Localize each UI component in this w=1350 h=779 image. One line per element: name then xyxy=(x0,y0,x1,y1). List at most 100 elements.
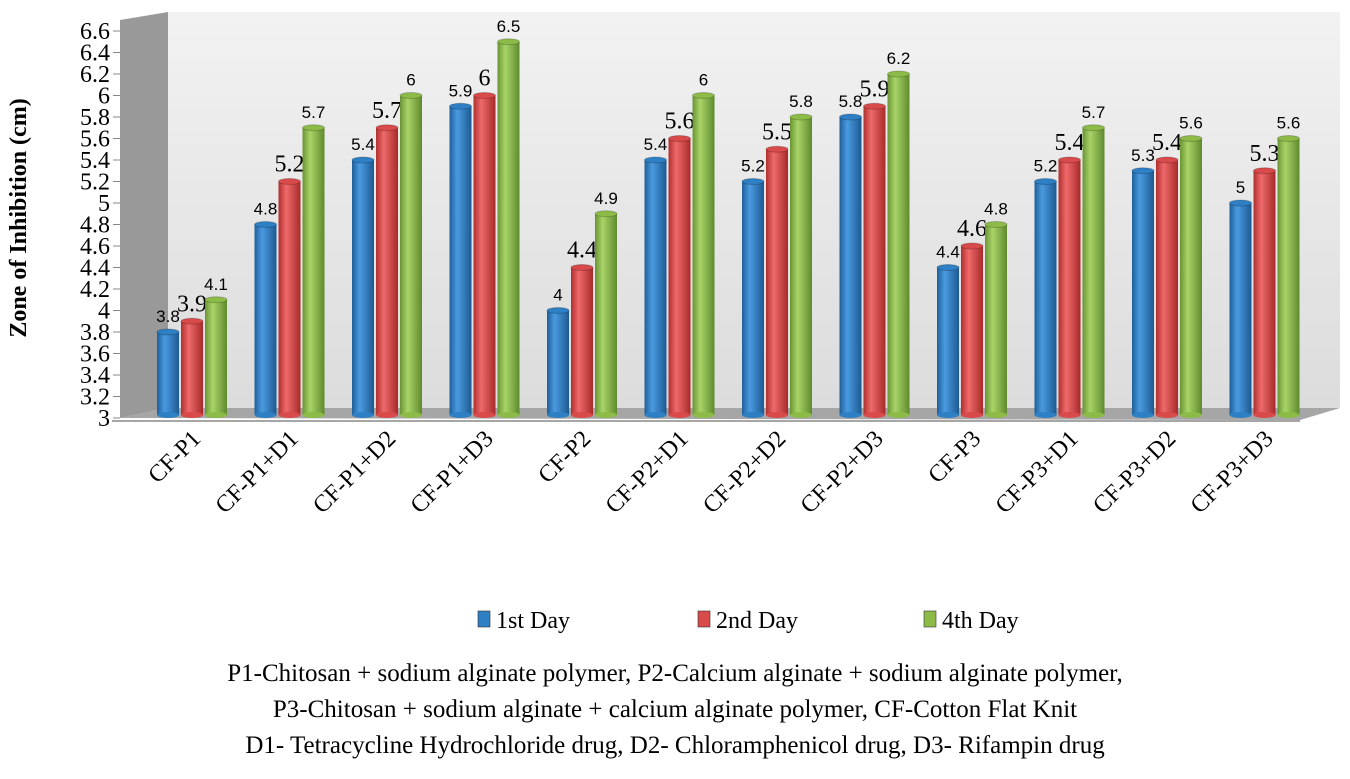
x-tick-label: CF-P1 xyxy=(144,426,207,489)
y-tick-label: 5.4 xyxy=(80,148,110,174)
y-tick-label: 4.4 xyxy=(80,256,110,282)
data-label: 5.6 xyxy=(665,109,695,135)
legend-item: 1st Day xyxy=(477,608,570,634)
data-label: 4.1 xyxy=(204,275,228,294)
legend-swatch xyxy=(697,610,711,628)
x-tick-label: CF-P3+D2 xyxy=(1088,426,1181,519)
data-label: 5.2 xyxy=(275,152,305,178)
bar-CF-P2+D2-4th Day xyxy=(789,113,813,418)
legend-label: 2nd Day xyxy=(716,608,798,634)
data-label: 5.4 xyxy=(1055,130,1085,156)
bar-CF-P1+D2-2nd Day xyxy=(375,124,399,418)
bar-CF-P3-1st Day xyxy=(936,264,960,418)
bar-chart: Zone of Inhibition (cm) 33.23.43.63.844.… xyxy=(6,12,1340,634)
y-tick-label: 5 xyxy=(98,191,110,217)
data-label: 6.5 xyxy=(497,17,521,36)
bar-CF-P3+D1-1st Day xyxy=(1034,178,1057,418)
y-tick-label: 4.8 xyxy=(80,213,110,239)
data-label: 5.3 xyxy=(1250,141,1280,167)
y-tick-label: 6 xyxy=(98,84,110,110)
bar-CF-P1-2nd Day xyxy=(180,317,204,418)
bar-CF-P1+D1-4th Day xyxy=(302,124,325,418)
data-label: 4.4 xyxy=(936,243,960,262)
bar-CF-P3+D3-2nd Day xyxy=(1253,167,1276,418)
data-label: 5.2 xyxy=(1034,157,1058,176)
y-tick-label: 5.2 xyxy=(80,170,110,196)
data-label: 3.8 xyxy=(156,307,180,326)
x-tick-label: CF-P3 xyxy=(924,426,987,489)
bar-CF-P2-4th Day xyxy=(594,210,618,418)
bar-CF-P1+D1-1st Day xyxy=(254,221,277,418)
data-label: 4.9 xyxy=(594,189,618,208)
bar-CF-P1-4th Day xyxy=(204,296,228,418)
data-label: 5.6 xyxy=(1179,114,1203,133)
side-wall xyxy=(120,12,168,418)
legend-label: 4th Day xyxy=(942,608,1019,634)
x-tick-label: CF-P2+D3 xyxy=(796,426,889,519)
bar-CF-P1+D3-4th Day xyxy=(497,38,520,418)
bar-CF-P2+D1-4th Day xyxy=(692,92,715,418)
data-label: 6 xyxy=(699,71,708,90)
bar-CF-P1+D1-2nd Day xyxy=(278,178,301,418)
y-tick-label: 3.2 xyxy=(80,385,110,411)
legend-item: 4th Day xyxy=(923,608,1019,634)
data-label: 5.3 xyxy=(1131,146,1155,165)
data-label: 4.6 xyxy=(957,216,987,242)
data-label: 6 xyxy=(406,71,415,90)
bar-CF-P3-4th Day xyxy=(984,221,1008,418)
y-tick-label: 3.4 xyxy=(80,363,110,389)
bar-CF-P2+D2-2nd Day xyxy=(765,145,789,418)
data-label: 4.8 xyxy=(984,200,1008,219)
bar-CF-P2+D3-2nd Day xyxy=(863,102,886,418)
data-label: 5.8 xyxy=(839,92,863,111)
x-tick-label: CF-P1+D3 xyxy=(406,426,499,519)
legend-label: 1st Day xyxy=(496,608,570,634)
bar-CF-P1+D2-1st Day xyxy=(351,156,375,418)
data-label: 5.9 xyxy=(860,76,890,102)
data-label: 5.4 xyxy=(351,135,375,154)
y-tick-label: 3.8 xyxy=(80,320,110,346)
data-label: 4.4 xyxy=(567,238,597,264)
bar-CF-P3+D2-4th Day xyxy=(1179,135,1203,418)
data-label: 5 xyxy=(1236,178,1245,197)
bar-CF-P3+D3-1st Day xyxy=(1229,199,1252,418)
data-label: 4 xyxy=(553,286,562,305)
data-label: 6 xyxy=(479,66,491,92)
legend-swatch xyxy=(923,610,937,628)
data-label: 5.2 xyxy=(741,157,765,176)
data-label: 5.5 xyxy=(762,119,792,145)
bar-CF-P3+D3-4th Day xyxy=(1277,135,1300,418)
y-tick-label: 5.6 xyxy=(80,127,110,153)
legend-swatch xyxy=(477,610,491,628)
bar-CF-P2+D3-4th Day xyxy=(887,70,910,418)
x-tick-label: CF-P3+D3 xyxy=(1186,426,1279,519)
bar-CF-P3+D2-2nd Day xyxy=(1155,156,1179,418)
y-axis-label: Zone of Inhibition (cm) xyxy=(6,98,32,337)
y-tick-label: 3 xyxy=(98,406,110,432)
y-tick-label: 4 xyxy=(98,299,110,325)
y-tick-label: 4.2 xyxy=(80,277,110,303)
x-tick-label: CF-P2 xyxy=(534,426,597,489)
y-tick-label: 5.8 xyxy=(80,105,110,131)
x-tick-label: CF-P1+D2 xyxy=(308,426,401,519)
bar-CF-P3+D2-1st Day xyxy=(1131,167,1155,418)
y-tick-label: 4.6 xyxy=(80,234,110,260)
bar-CF-P3+D1-2nd Day xyxy=(1058,156,1081,418)
data-label: 5.9 xyxy=(449,81,473,100)
data-label: 6.2 xyxy=(887,49,911,68)
x-tick-label: CF-P2+D2 xyxy=(698,426,791,519)
bar-CF-P2+D1-2nd Day xyxy=(668,135,691,418)
bar-CF-P1-1st Day xyxy=(156,328,180,418)
caption-line-2: P3-Chitosan + sodium alginate + calcium … xyxy=(272,696,1078,723)
bar-CF-P3-2nd Day xyxy=(960,242,984,418)
data-label: 5.8 xyxy=(789,92,813,111)
legend-item: 2nd Day xyxy=(697,608,798,634)
data-label: 4.8 xyxy=(254,200,278,219)
data-label: 5.6 xyxy=(1277,114,1301,133)
bar-CF-P1+D3-2nd Day xyxy=(473,92,496,418)
x-tick-label: CF-P1+D1 xyxy=(211,426,304,519)
data-label: 5.7 xyxy=(1082,103,1106,122)
bar-CF-P2+D2-1st Day xyxy=(741,178,765,418)
y-tick-label: 3.6 xyxy=(80,342,110,368)
y-tick-label: 6.4 xyxy=(80,41,110,67)
